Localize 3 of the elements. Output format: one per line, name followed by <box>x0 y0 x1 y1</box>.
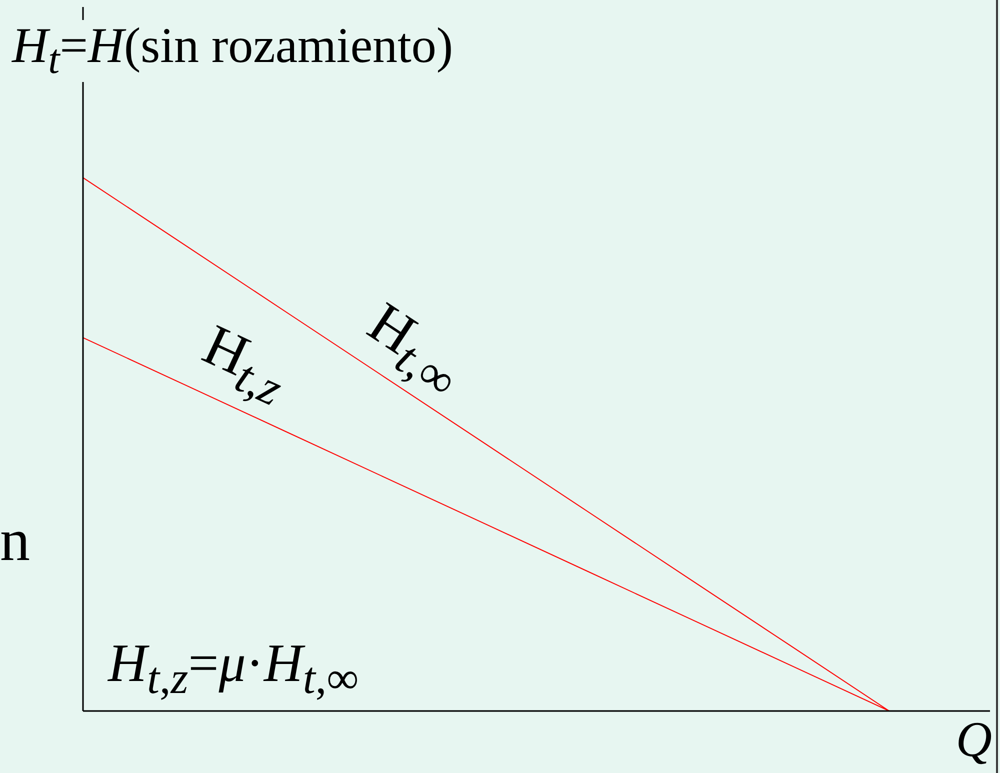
y-axis-title: H$_{t}$=H(sin rozamiento) <box>12 17 456 83</box>
text: n <box>0 507 30 573</box>
x-axis-title: Q <box>956 711 992 767</box>
